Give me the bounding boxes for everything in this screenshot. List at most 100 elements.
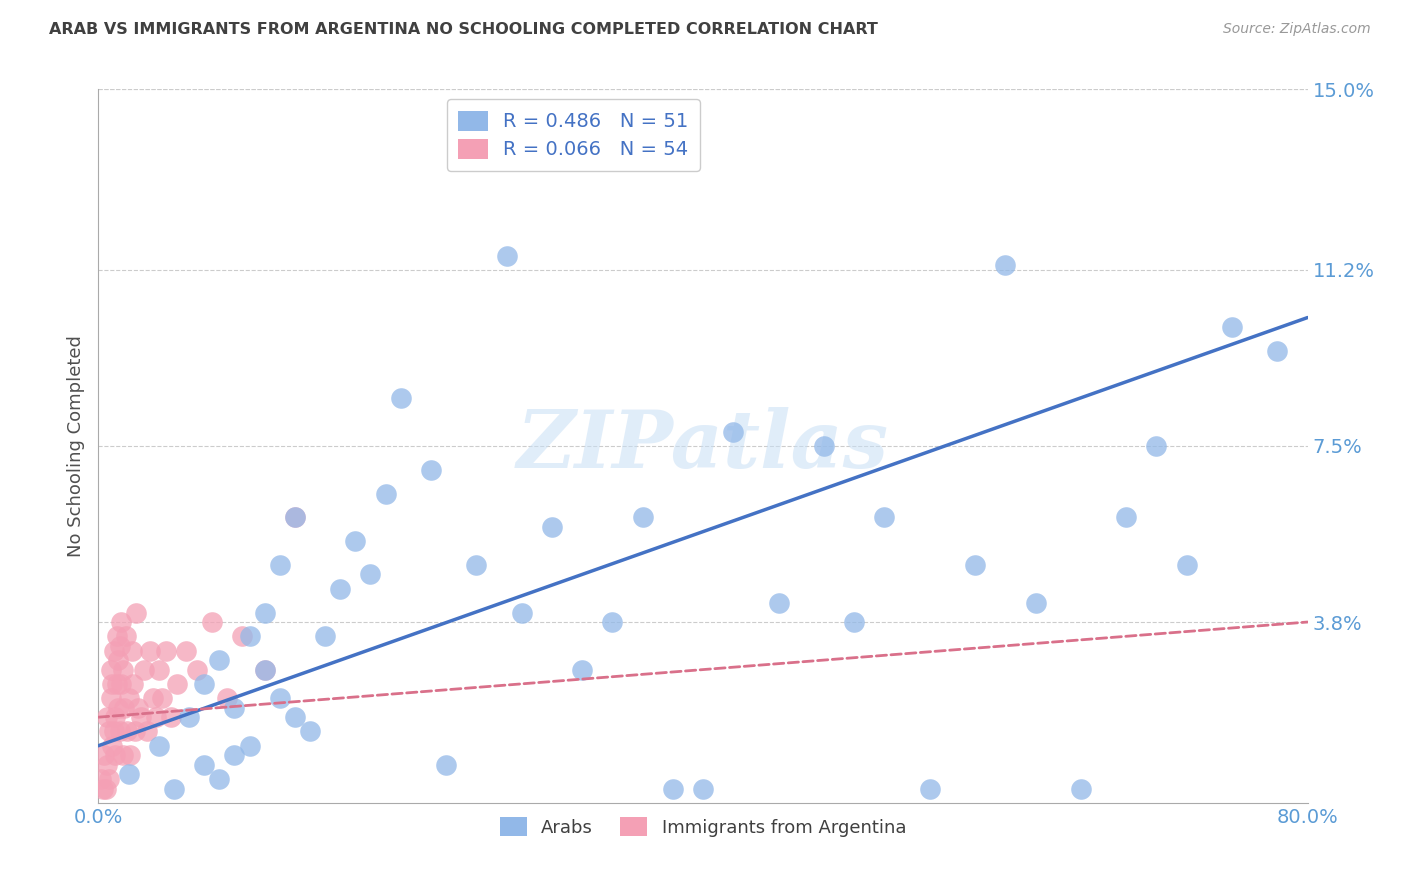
Text: ZIPatlas: ZIPatlas (517, 408, 889, 484)
Point (114, 629, 136, 643)
Point (103, 724, 125, 739)
Point (495, 249, 517, 263)
Point (253, 663, 276, 677)
Point (139, 643, 162, 657)
Point (174, 643, 197, 657)
Point (104, 748, 127, 763)
Point (105, 629, 128, 643)
Point (98, 724, 121, 739)
Point (105, 677, 128, 691)
Point (90, 772, 112, 786)
Point (166, 677, 188, 691)
Point (602, 615, 624, 629)
Point (231, 629, 253, 643)
Point (108, 639, 131, 653)
Text: ARAB VS IMMIGRANTS FROM ARGENTINA NO SCHOOLING COMPLETED CORRELATION CHART: ARAB VS IMMIGRANTS FROM ARGENTINA NO SCH… (49, 22, 879, 37)
Point (465, 558, 488, 572)
Text: Source: ZipAtlas.com: Source: ZipAtlas.com (1223, 22, 1371, 37)
Point (284, 510, 307, 524)
Point (239, 739, 262, 753)
Point (284, 710, 307, 724)
Point (135, 724, 157, 739)
Point (93, 748, 115, 763)
Point (100, 663, 122, 677)
Point (145, 710, 167, 724)
Point (193, 757, 215, 772)
Point (163, 781, 186, 796)
Point (1144, 439, 1167, 453)
Point (571, 663, 593, 677)
Point (420, 463, 443, 477)
Point (101, 739, 124, 753)
Point (155, 643, 177, 657)
Point (112, 700, 135, 714)
Point (631, 510, 654, 524)
Point (132, 663, 155, 677)
Point (96, 710, 118, 724)
Point (103, 643, 125, 657)
Point (122, 677, 145, 691)
Y-axis label: No Schooling Completed: No Schooling Completed (66, 335, 84, 557)
Point (111, 663, 134, 677)
Point (91, 781, 114, 796)
Point (148, 663, 170, 677)
Point (269, 558, 291, 572)
Point (360, 567, 382, 582)
Point (918, 781, 941, 796)
Point (201, 615, 224, 629)
Point (107, 700, 129, 714)
Point (1024, 596, 1046, 610)
Point (224, 700, 246, 714)
Point (110, 615, 132, 629)
Point (723, 425, 745, 439)
Point (224, 748, 246, 763)
Point (101, 677, 124, 691)
Point (107, 653, 129, 667)
Point (661, 781, 683, 796)
Point (208, 653, 231, 667)
Point (299, 724, 322, 739)
Point (1175, 558, 1198, 572)
Point (142, 691, 165, 706)
Point (374, 486, 396, 500)
Point (208, 772, 231, 786)
Point (269, 691, 291, 706)
Point (129, 710, 152, 724)
Point (124, 724, 146, 739)
Point (540, 520, 562, 534)
Point (127, 700, 149, 714)
Point (1070, 781, 1092, 796)
Point (965, 558, 987, 572)
Point (160, 710, 183, 724)
Point (215, 691, 238, 706)
Point (186, 663, 208, 677)
Point (98, 772, 121, 786)
Point (844, 615, 866, 629)
Point (111, 748, 134, 763)
Point (329, 582, 352, 596)
Point (1115, 510, 1137, 524)
Point (314, 629, 336, 643)
Point (100, 691, 122, 706)
Point (110, 677, 132, 691)
Point (994, 258, 1017, 272)
Point (150, 691, 173, 706)
Point (108, 724, 131, 739)
Point (284, 510, 307, 524)
Point (873, 510, 896, 524)
Point (104, 710, 127, 724)
Point (118, 691, 141, 706)
Point (125, 606, 148, 620)
Point (1220, 320, 1243, 334)
Point (434, 757, 457, 772)
Point (253, 663, 276, 677)
Point (193, 677, 215, 691)
Point (121, 643, 143, 657)
Point (253, 606, 276, 620)
Point (1267, 343, 1289, 358)
Point (239, 629, 262, 643)
Point (510, 606, 533, 620)
Point (344, 534, 367, 549)
Legend: Arabs, Immigrants from Argentina: Arabs, Immigrants from Argentina (492, 810, 914, 844)
Point (692, 781, 714, 796)
